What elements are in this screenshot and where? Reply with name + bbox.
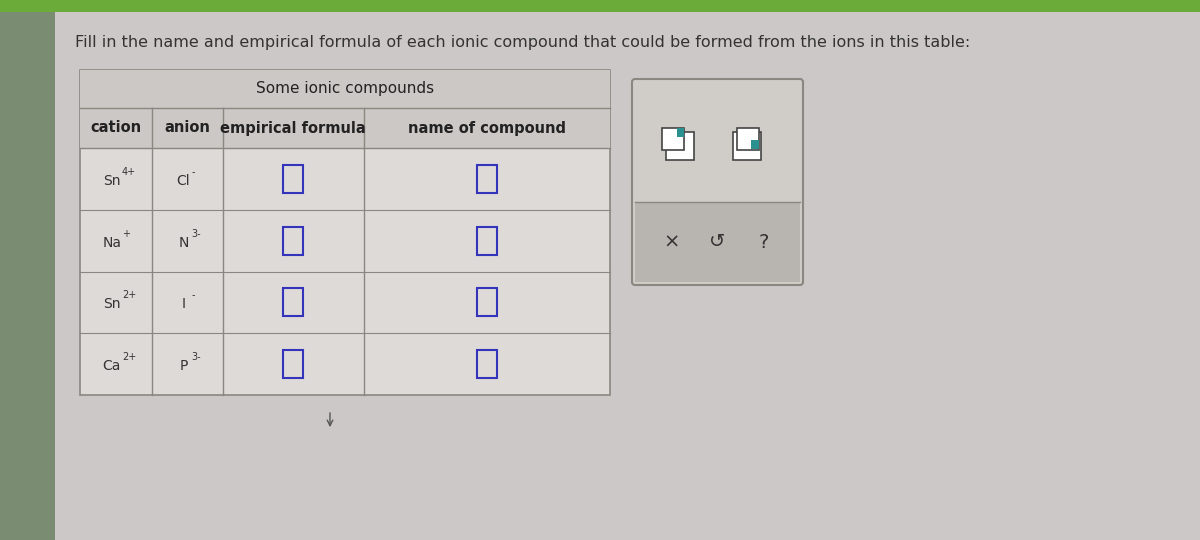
Bar	[283, 227, 304, 255]
Text: cation: cation	[90, 120, 142, 136]
Text: Cl: Cl	[176, 174, 190, 188]
Bar	[80, 70, 610, 108]
Text: 3-: 3-	[191, 352, 200, 362]
Text: N: N	[178, 235, 188, 249]
Bar	[476, 165, 497, 193]
Text: ↺: ↺	[709, 233, 726, 252]
Text: Na: Na	[102, 235, 121, 249]
Bar	[80, 108, 610, 148]
FancyBboxPatch shape	[632, 79, 803, 285]
Text: +: +	[121, 228, 130, 239]
Bar	[666, 132, 695, 160]
Bar	[737, 128, 760, 150]
Text: Sn: Sn	[103, 174, 120, 188]
Bar	[476, 288, 497, 316]
Text: Some ionic compounds: Some ionic compounds	[256, 82, 434, 97]
Text: anion: anion	[164, 120, 210, 136]
Text: 4+: 4+	[121, 167, 136, 177]
Bar	[662, 128, 684, 150]
Bar	[733, 132, 761, 160]
Text: 3-: 3-	[191, 228, 200, 239]
Text: Ca: Ca	[102, 359, 121, 373]
Text: -: -	[191, 291, 194, 300]
Bar	[476, 227, 497, 255]
Text: ?: ?	[758, 233, 769, 252]
Text: Sn: Sn	[103, 298, 120, 312]
Bar	[751, 140, 760, 150]
Text: P: P	[179, 359, 187, 373]
Bar	[283, 288, 304, 316]
Bar	[635, 202, 800, 282]
Text: 2+: 2+	[121, 291, 136, 300]
Bar	[80, 70, 610, 395]
Text: Fill in the name and empirical formula of each ionic compound that could be form: Fill in the name and empirical formula o…	[74, 35, 971, 50]
Bar	[283, 165, 304, 193]
Text: empirical formula: empirical formula	[221, 120, 366, 136]
Bar	[476, 350, 497, 378]
Bar	[283, 350, 304, 378]
Text: I: I	[181, 298, 185, 312]
Text: name of compound: name of compound	[408, 120, 565, 136]
Text: 2+: 2+	[121, 352, 136, 362]
Bar	[0, 0, 1200, 12]
Bar	[677, 128, 684, 137]
Text: ×: ×	[664, 233, 679, 252]
Text: -: -	[191, 167, 194, 177]
